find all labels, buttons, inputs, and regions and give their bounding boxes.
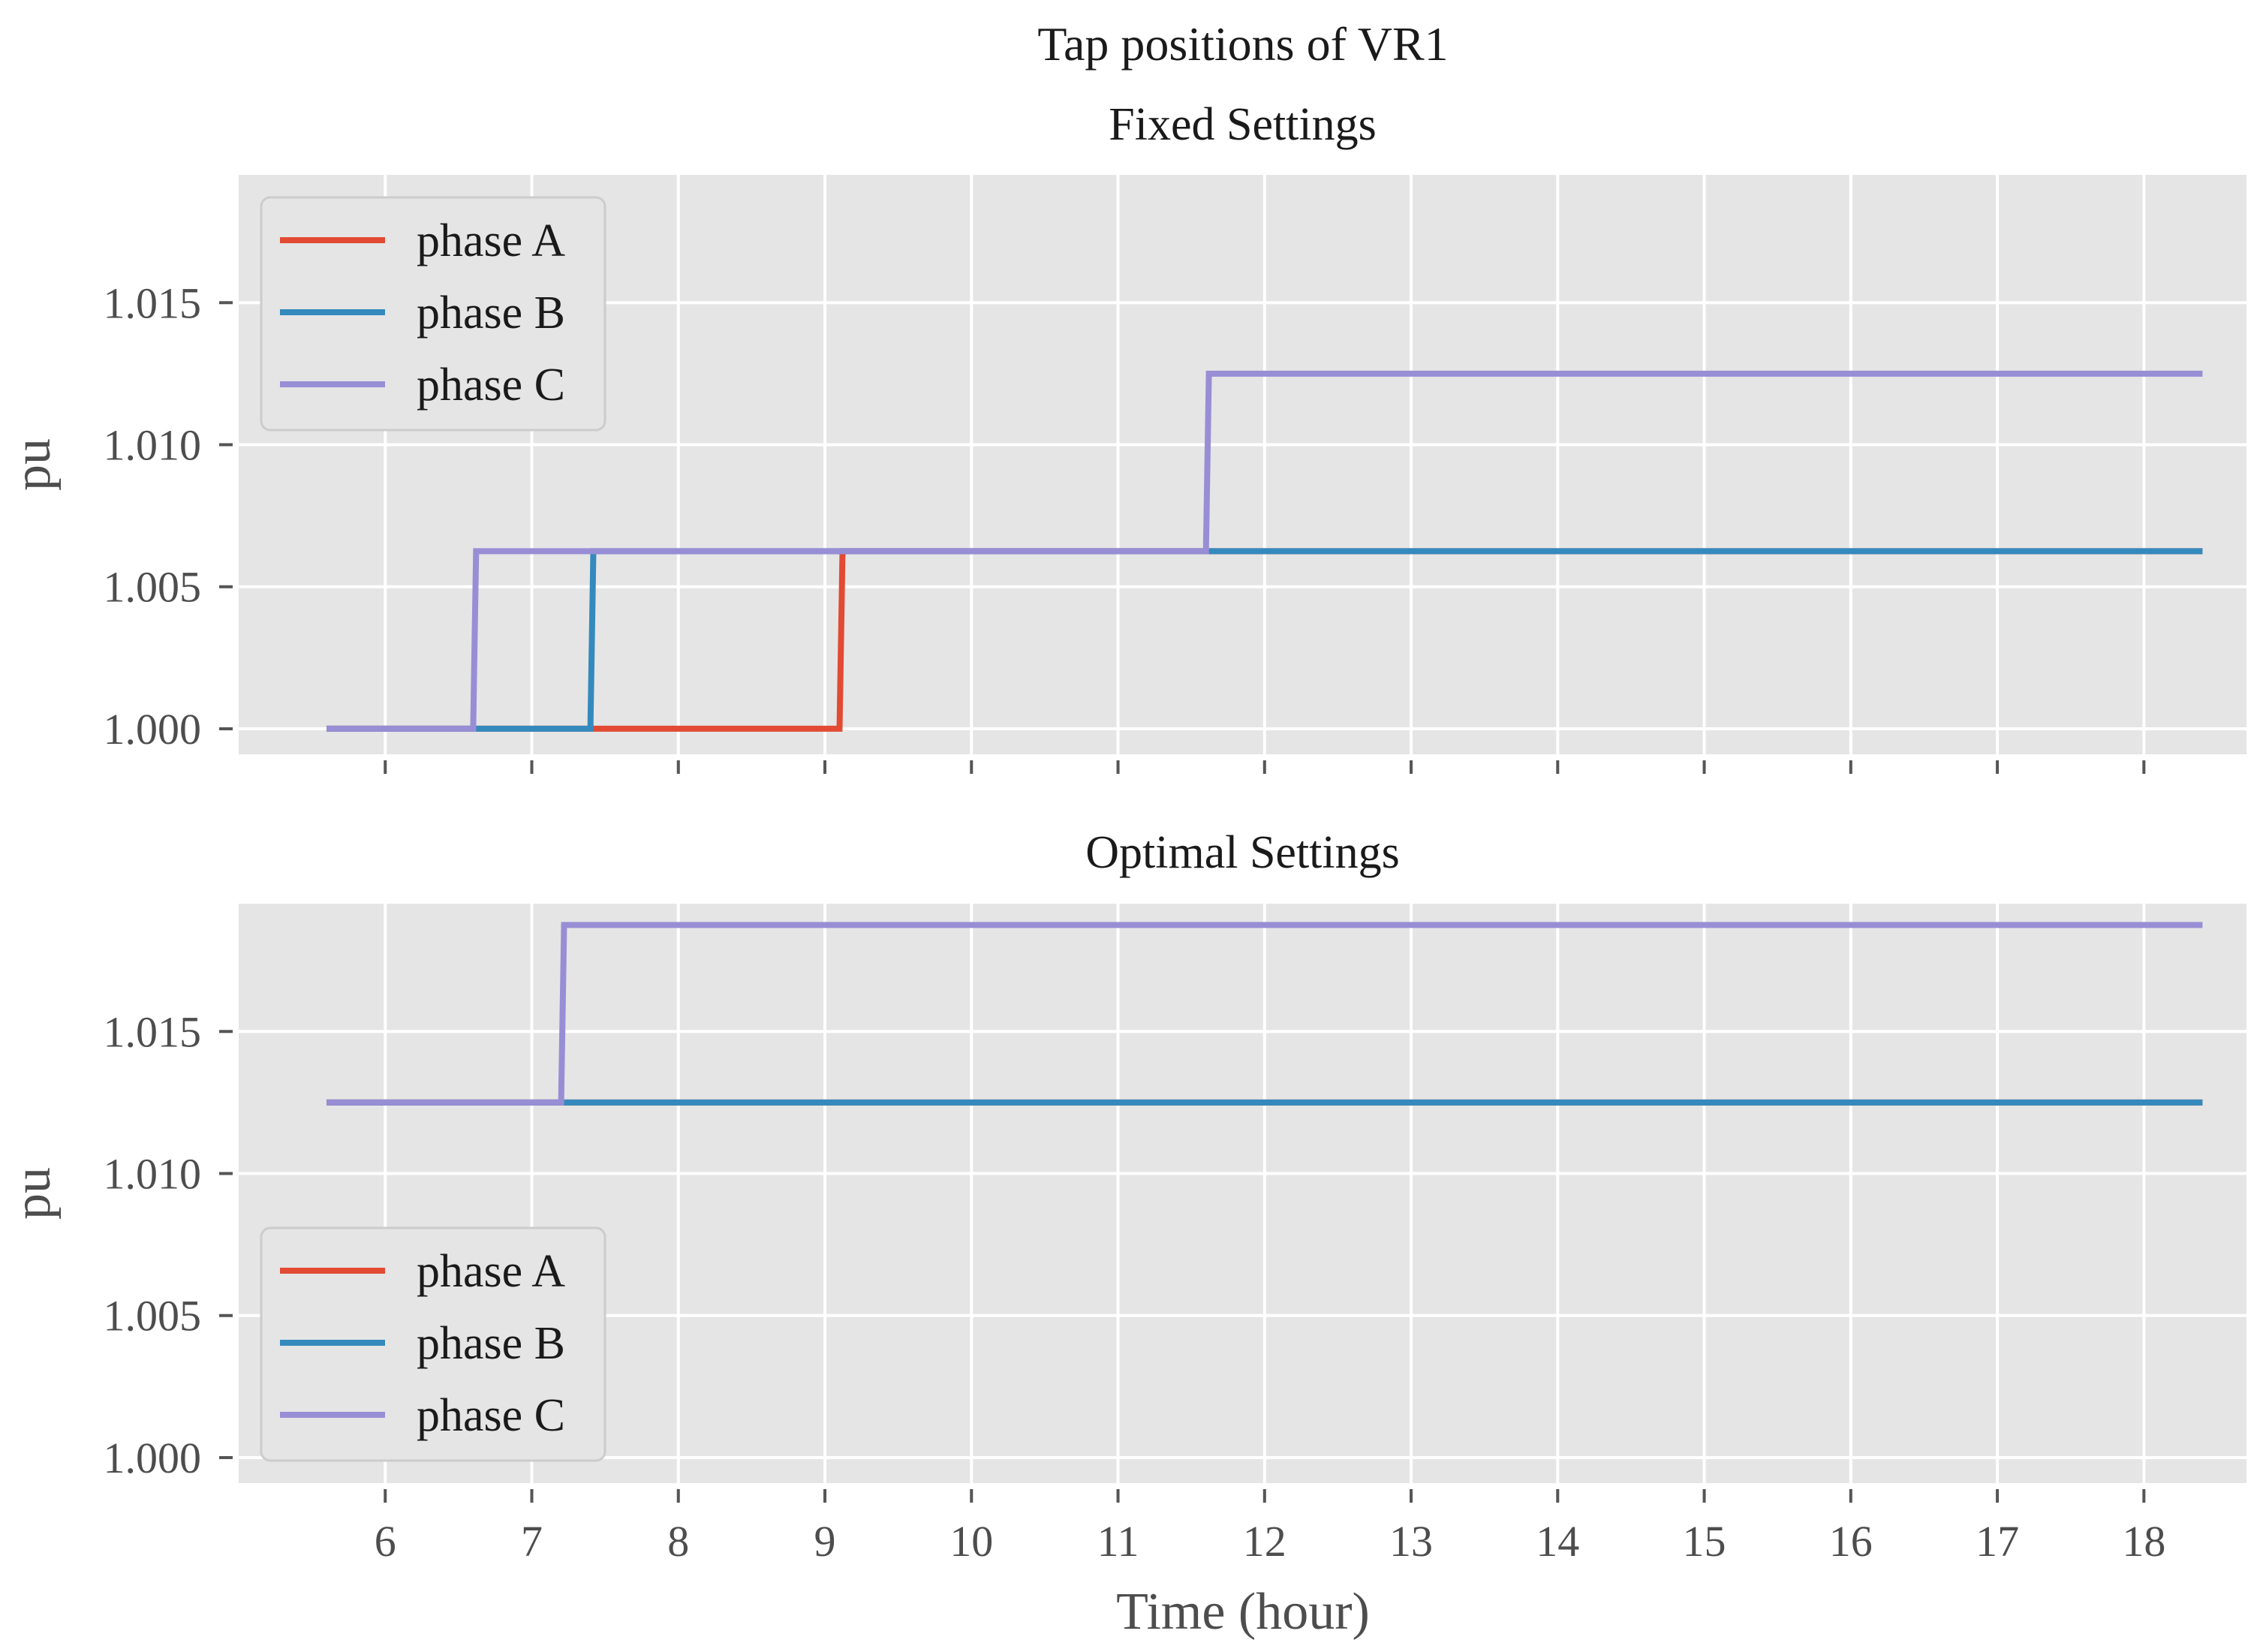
figure-suptitle: Tap positions of VR1 — [1037, 17, 1448, 71]
optimal-legend-label-phase-a: phase A — [417, 1246, 565, 1297]
fixed-y-tick-label-1.010: 1.010 — [104, 421, 202, 470]
x-tick-label-12: 12 — [1243, 1517, 1286, 1566]
x-tick-label-7: 7 — [521, 1517, 543, 1566]
fixed-y-tick-label-1.005: 1.005 — [104, 563, 202, 612]
optimal-y-tick-label-1.010: 1.010 — [104, 1150, 202, 1199]
fixed-subplot-title: Fixed Settings — [1109, 99, 1377, 150]
x-tick-label-18: 18 — [2122, 1517, 2165, 1566]
x-tick-label-17: 17 — [1976, 1517, 2019, 1566]
optimal-subplot-title: Optimal Settings — [1085, 827, 1400, 878]
fixed-legend-label-phase-c: phase C — [417, 360, 565, 411]
fixed-y-axis-label: pu — [4, 438, 62, 491]
x-tick-label-10: 10 — [949, 1517, 993, 1566]
fixed-settings-panel: 1.000 1.005 1.010 1.015 Fixed Settings pu phas… — [4, 99, 2246, 774]
optimal-legend-box — [260, 1226, 606, 1462]
optimal-y-tick-label-1.005: 1.005 — [104, 1292, 202, 1341]
x-tick-label-6: 6 — [375, 1517, 396, 1566]
fixed-y-tick-label-1.015: 1.015 — [104, 278, 202, 327]
optimal-legend: phase A phase B phase C — [260, 1226, 606, 1462]
fixed-series-phase-c — [327, 370, 2203, 732]
x-tick-label-15: 15 — [1683, 1517, 1726, 1566]
x-tick-label-16: 16 — [1829, 1517, 1873, 1566]
optimal-y-tick-label-1.000: 1.000 — [104, 1434, 202, 1482]
x-axis-label: Time (hour) — [1116, 1583, 1370, 1641]
x-tick-label-8: 8 — [667, 1517, 689, 1566]
fixed-legend-box — [260, 196, 606, 432]
fixed-legend-label-phase-a: phase A — [417, 215, 565, 266]
fixed-legend: phase A phase B phase C — [260, 196, 606, 432]
x-tick-label-11: 11 — [1097, 1517, 1139, 1566]
x-tick-label-14: 14 — [1536, 1517, 1579, 1566]
x-tick-label-13: 13 — [1389, 1517, 1433, 1566]
optimal-series-phase-c — [327, 922, 2203, 1106]
optimal-y-tick-label-1.015: 1.015 — [104, 1007, 202, 1056]
fixed-y-tick-label-1.000: 1.000 — [104, 705, 202, 754]
fixed-legend-label-phase-b: phase B — [417, 287, 565, 339]
optimal-legend-label-phase-c: phase C — [417, 1390, 565, 1441]
optimal-settings-panel: 6 7 8 9 10 11 12 13 14 15 16 17 18 1.000 1.005 1.010 1.0… — [4, 827, 2246, 1566]
optimal-legend-label-phase-b: phase B — [417, 1318, 565, 1369]
x-tick-label-9: 9 — [814, 1517, 836, 1566]
optimal-y-axis-label: pu — [4, 1167, 62, 1220]
